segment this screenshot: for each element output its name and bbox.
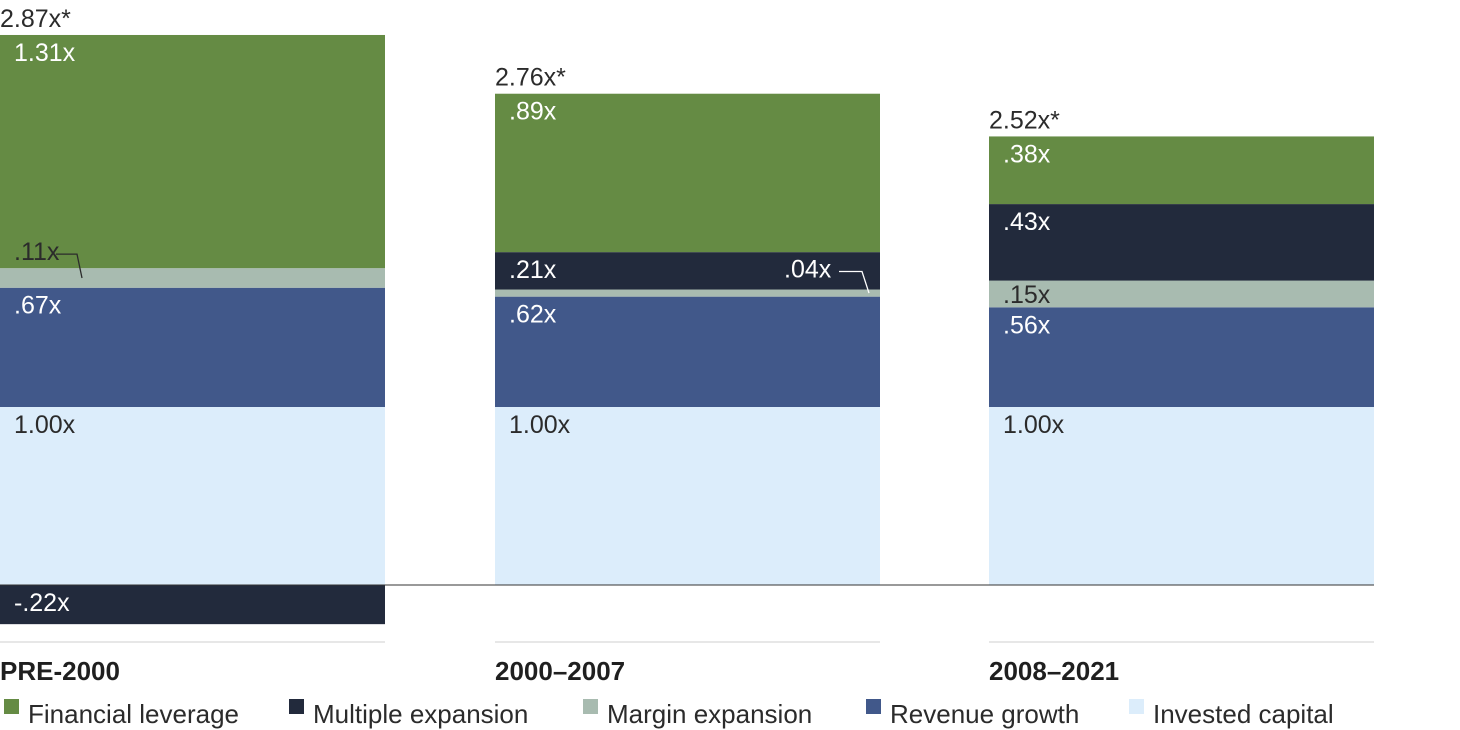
category-label: PRE-2000 (0, 656, 120, 686)
label-leader-line (839, 270, 870, 294)
bar-segment-financial-leverage (495, 93, 880, 253)
axis-lines (0, 584, 1374, 643)
bar-segment-margin-expansion (495, 289, 880, 297)
legend-label: Multiple expansion (313, 699, 528, 729)
segment-label: .89x (509, 98, 557, 126)
legend-swatch (1129, 699, 1144, 714)
segment-label: .56x (1003, 311, 1051, 339)
segment-label: .21x (509, 256, 557, 284)
category-labels: PRE-2000 2000–2007 2008–2021 (0, 656, 1119, 686)
legend-label: Financial leverage (28, 699, 239, 729)
category-label: 2008–2021 (989, 656, 1119, 686)
segment-label: -.22x (14, 589, 70, 617)
segment-label: .67x (14, 292, 62, 320)
bar-segment-financial-leverage (0, 34, 385, 269)
segment-label: 1.00x (1003, 411, 1065, 439)
segment-label: 1.00x (14, 411, 76, 439)
total-label: 2.87x* (0, 5, 71, 33)
category-label: 2000–2007 (495, 656, 625, 686)
legend-swatch (289, 699, 304, 714)
total-label: 2.76x* (495, 64, 566, 92)
label-leader-line (56, 253, 83, 279)
bar-segment-margin-expansion (0, 268, 385, 288)
segment-label: 1.31x (14, 39, 76, 67)
legend-label: Invested capital (1153, 699, 1334, 729)
legend-swatch (583, 699, 598, 714)
legend-label: Margin expansion (607, 699, 812, 729)
bar-segment-margin-expansion (989, 280, 1374, 308)
segment-label: .11x (14, 238, 60, 266)
bar-segment-invested-capital (989, 407, 1374, 585)
bar-segments (0, 34, 1374, 625)
bar-segment-multiple-expansion (0, 585, 385, 625)
bar-segment-multiple-expansion (495, 252, 880, 290)
segment-label: .04x (784, 256, 832, 284)
segment-label: .62x (509, 301, 557, 329)
bar-segment-revenue-growth (0, 287, 385, 407)
legend-swatch (866, 699, 881, 714)
bar-segment-invested-capital (0, 407, 385, 585)
segment-labels: 1.00x .67x .11x -.22x 1.31x 1.00x .62x .04x .21x… (14, 39, 1065, 617)
bar-segment-revenue-growth (495, 296, 880, 407)
segment-label: 1.00x (509, 411, 571, 439)
bar-segment-revenue-growth (989, 307, 1374, 407)
segment-label: .38x (1003, 140, 1051, 168)
legend: Financial leverage Multiple expansion Marg… (4, 699, 1334, 729)
segment-label: .15x (1003, 281, 1051, 309)
bar-segment-invested-capital (495, 407, 880, 585)
segment-label: .43x (1003, 208, 1051, 236)
legend-swatch (4, 699, 19, 714)
total-label: 2.52x* (989, 106, 1060, 134)
bar-segment-multiple-expansion (989, 204, 1374, 281)
bar-segment-financial-leverage (989, 136, 1374, 205)
total-labels: 2.87x* 2.76x* 2.52x* (0, 5, 1060, 134)
legend-label: Revenue growth (890, 699, 1079, 729)
